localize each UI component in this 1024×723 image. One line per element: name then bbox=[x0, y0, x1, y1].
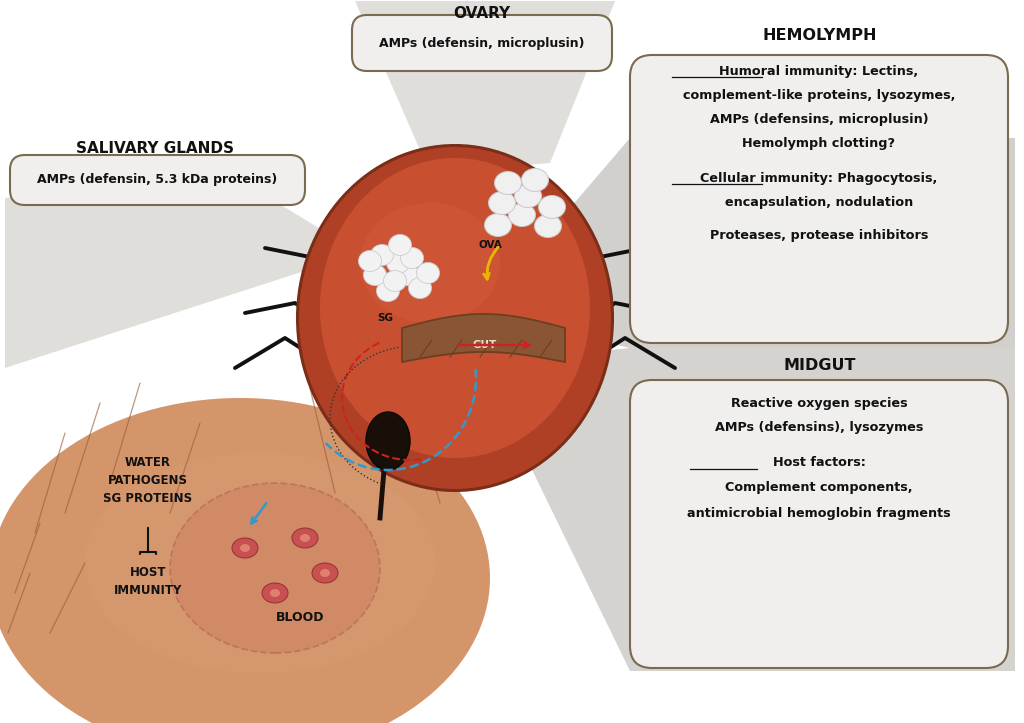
Text: antimicrobial hemoglobin fragments: antimicrobial hemoglobin fragments bbox=[687, 507, 951, 520]
Ellipse shape bbox=[0, 398, 490, 723]
Ellipse shape bbox=[300, 534, 310, 542]
Ellipse shape bbox=[488, 192, 515, 215]
Ellipse shape bbox=[409, 278, 431, 299]
Text: Proteases, protease inhibitors: Proteases, protease inhibitors bbox=[710, 228, 928, 241]
Text: Reactive oxygen species: Reactive oxygen species bbox=[731, 396, 907, 409]
Text: Humoral immunity: Lectins,: Humoral immunity: Lectins, bbox=[720, 64, 919, 77]
Text: AMPs (defensin, microplusin): AMPs (defensin, microplusin) bbox=[379, 36, 585, 49]
Text: Cellular immunity: Phagocytosis,: Cellular immunity: Phagocytosis, bbox=[700, 171, 938, 184]
Ellipse shape bbox=[292, 528, 318, 548]
Ellipse shape bbox=[358, 250, 382, 272]
Polygon shape bbox=[355, 1, 615, 173]
Text: GUT: GUT bbox=[473, 340, 497, 350]
Text: AMPs (defensin, 5.3 kDa proteins): AMPs (defensin, 5.3 kDa proteins) bbox=[37, 173, 278, 186]
Ellipse shape bbox=[388, 234, 412, 255]
Ellipse shape bbox=[400, 247, 424, 268]
Ellipse shape bbox=[319, 158, 590, 458]
Ellipse shape bbox=[298, 145, 612, 490]
Ellipse shape bbox=[484, 213, 512, 236]
Ellipse shape bbox=[521, 168, 549, 192]
Ellipse shape bbox=[371, 244, 393, 265]
Text: Complement components,: Complement components, bbox=[725, 482, 912, 495]
Text: Host factors:: Host factors: bbox=[772, 456, 865, 469]
Ellipse shape bbox=[535, 215, 561, 237]
Text: SG: SG bbox=[377, 313, 393, 323]
Text: HOST
IMMUNITY: HOST IMMUNITY bbox=[114, 565, 182, 596]
Ellipse shape bbox=[514, 184, 542, 208]
Polygon shape bbox=[480, 348, 1015, 671]
Ellipse shape bbox=[319, 569, 330, 577]
Text: OVARY: OVARY bbox=[454, 6, 511, 20]
Text: HEMOLYMPH: HEMOLYMPH bbox=[763, 27, 878, 43]
Ellipse shape bbox=[377, 281, 399, 301]
Text: OVA: OVA bbox=[478, 240, 502, 250]
FancyBboxPatch shape bbox=[630, 380, 1008, 668]
Ellipse shape bbox=[539, 195, 565, 218]
Ellipse shape bbox=[240, 544, 250, 552]
FancyBboxPatch shape bbox=[630, 55, 1008, 343]
Text: AMPs (defensins, microplusin): AMPs (defensins, microplusin) bbox=[710, 113, 929, 126]
Text: Hemolymph clotting?: Hemolymph clotting? bbox=[742, 137, 896, 150]
Ellipse shape bbox=[386, 252, 410, 273]
Ellipse shape bbox=[366, 412, 410, 470]
Ellipse shape bbox=[384, 270, 407, 291]
Polygon shape bbox=[480, 138, 1015, 348]
Text: complement-like proteins, lysozymes,: complement-like proteins, lysozymes, bbox=[683, 88, 955, 101]
Text: AMPs (defensins), lysozymes: AMPs (defensins), lysozymes bbox=[715, 422, 924, 435]
Polygon shape bbox=[5, 168, 360, 368]
Text: encapsulation, nodulation: encapsulation, nodulation bbox=[725, 195, 913, 208]
Text: WATER
PATHOGENS
SG PROTEINS: WATER PATHOGENS SG PROTEINS bbox=[103, 456, 193, 505]
FancyBboxPatch shape bbox=[352, 15, 612, 71]
Ellipse shape bbox=[360, 203, 500, 323]
Text: MIDGUT: MIDGUT bbox=[783, 357, 856, 372]
Ellipse shape bbox=[417, 262, 439, 283]
Ellipse shape bbox=[170, 483, 380, 653]
Polygon shape bbox=[402, 314, 565, 362]
Ellipse shape bbox=[364, 265, 386, 286]
Text: BLOOD: BLOOD bbox=[275, 611, 325, 624]
Ellipse shape bbox=[509, 203, 536, 226]
FancyBboxPatch shape bbox=[10, 155, 305, 205]
Ellipse shape bbox=[232, 538, 258, 558]
Ellipse shape bbox=[85, 453, 435, 673]
Ellipse shape bbox=[495, 171, 521, 194]
Ellipse shape bbox=[262, 583, 288, 603]
Ellipse shape bbox=[396, 265, 420, 286]
Ellipse shape bbox=[270, 589, 280, 597]
Text: SALIVARY GLANDS: SALIVARY GLANDS bbox=[76, 140, 234, 155]
Ellipse shape bbox=[312, 563, 338, 583]
